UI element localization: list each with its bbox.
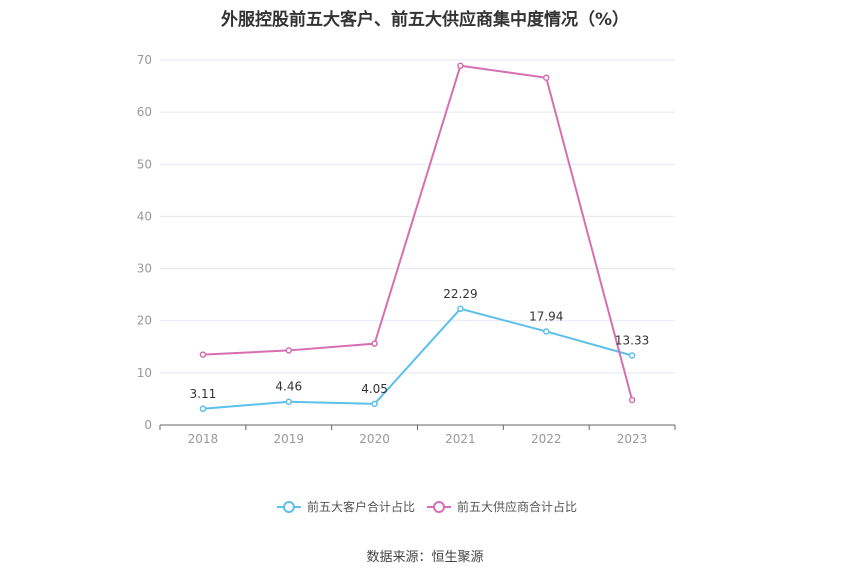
legend-marker (283, 501, 295, 513)
x-tick-label: 2018 (188, 432, 219, 446)
data-label: 4.05 (361, 382, 388, 396)
legend-item-1: 前五大客户合计占比 (277, 499, 415, 514)
data-point (543, 74, 550, 81)
data-label: 3.11 (190, 387, 217, 401)
data-source: 数据来源：恒生聚源 (366, 550, 484, 565)
chart-title: 外服控股前五大客户、前五大供应商集中度情况（%） (220, 10, 630, 30)
y-tick-label: 60 (137, 105, 152, 119)
data-point (457, 62, 464, 69)
data-point (285, 398, 292, 405)
data-point (285, 347, 292, 354)
data-point (628, 352, 636, 359)
legend-marker (433, 501, 445, 513)
legend-label: 前五大供应商合计占比 (457, 499, 577, 514)
x-tick-label: 2023 (617, 432, 648, 446)
legend-item-2: 前五大供应商合计占比 (427, 499, 577, 514)
x-tick-label: 2019 (273, 432, 304, 446)
y-tick-label: 20 (137, 314, 152, 328)
series-line-2 (202, 64, 634, 401)
data-point (199, 405, 207, 413)
data-label: 4.46 (275, 380, 302, 394)
data-label: 13.33 (615, 333, 649, 347)
x-tick-label: 2021 (445, 432, 476, 446)
y-tick-label: 70 (137, 53, 152, 67)
data-point (543, 328, 550, 335)
axes: 0 10 20 30 40 50 60 70 2018 2019 2020 2021 2022 2023 (137, 53, 676, 446)
data-label: 17.94 (529, 309, 563, 323)
x-tick-label: 2020 (359, 432, 390, 446)
data-labels: 3.11 4.46 4.05 22.29 17.94 13.33 (190, 287, 650, 401)
legend: 前五大客户合计占比 前五大供应商合计占比 (277, 499, 577, 514)
data-label: 22.29 (443, 287, 477, 301)
y-tick-label: 40 (137, 209, 152, 223)
x-tick-label: 2022 (531, 432, 562, 446)
data-point (371, 400, 378, 408)
series (199, 62, 636, 413)
y-tick-label: 30 (137, 262, 152, 276)
y-tick-label: 50 (137, 157, 152, 171)
data-point (199, 351, 207, 358)
legend-label: 前五大客户合计占比 (307, 499, 415, 514)
y-tick-label: 0 (144, 418, 152, 432)
y-tick-label: 10 (137, 366, 152, 380)
grid-lines (160, 59, 675, 374)
series-line-1 (202, 307, 633, 410)
data-point (457, 305, 464, 313)
data-point (371, 340, 378, 347)
data-point (628, 396, 636, 404)
